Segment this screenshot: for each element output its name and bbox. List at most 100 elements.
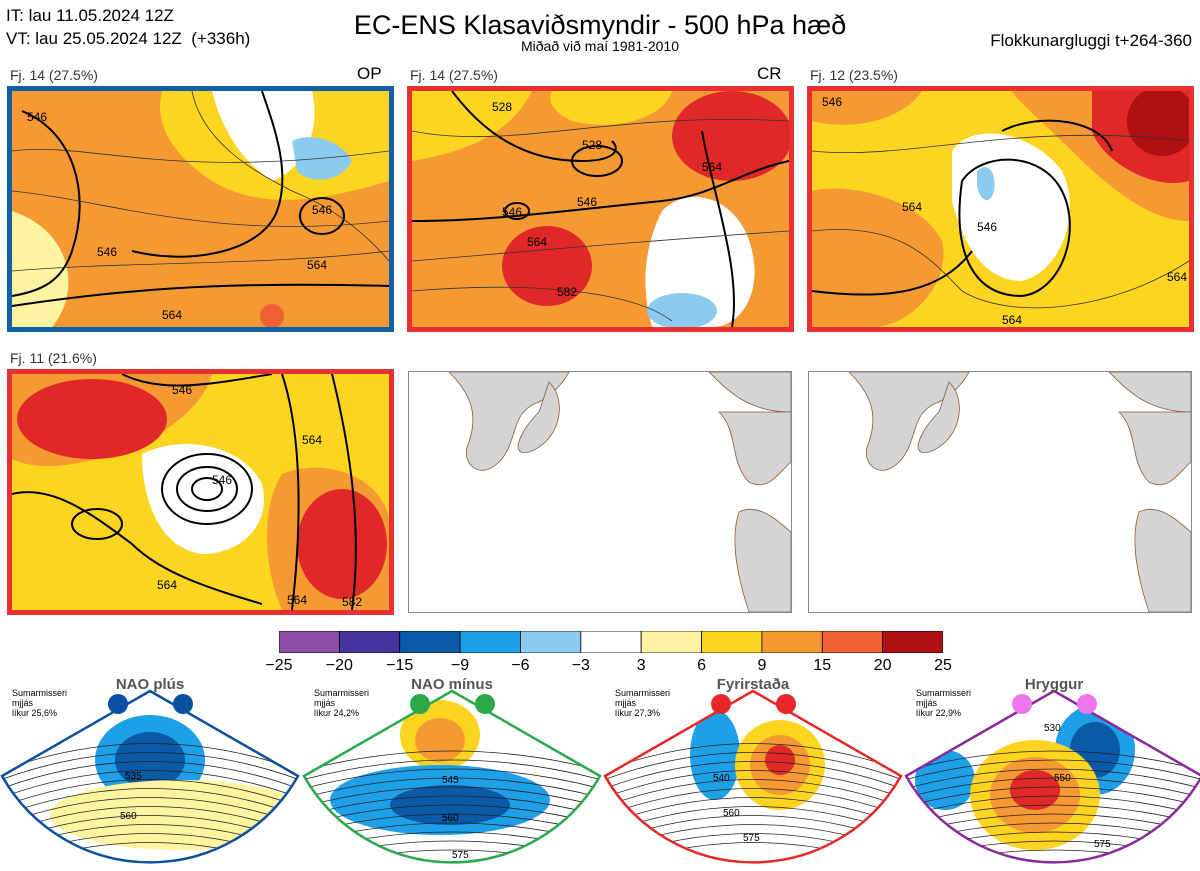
height-contour	[906, 804, 1200, 826]
cluster-map-2: 528 528 546 546 564 582 564	[407, 86, 794, 332]
colorbar-cell	[520, 631, 582, 653]
colorbar	[279, 631, 943, 653]
colorbar-cell	[338, 631, 401, 653]
contour-label: 546	[27, 110, 47, 124]
height-contour	[304, 750, 600, 772]
contour-label: 528	[492, 100, 512, 114]
colorbar-cell	[821, 631, 884, 653]
height-contour	[304, 795, 600, 817]
colorbar-tick-label: 25	[934, 657, 952, 674]
height-contour	[2, 743, 298, 772]
regime-frame	[0, 689, 300, 864]
contour-label: 564	[527, 235, 547, 249]
height-contour	[2, 788, 298, 817]
height-contour	[2, 752, 298, 781]
contour-label: 550	[1054, 773, 1071, 784]
anomaly-area	[50, 780, 298, 850]
contour-label: 546	[212, 473, 232, 487]
colorbar-cell	[580, 631, 642, 653]
contour-label: 546	[312, 203, 332, 217]
regime-title: NAO mínus	[411, 676, 493, 693]
regime-frame	[302, 689, 602, 864]
cluster-2-label: Fj. 14 (27.5%)	[410, 67, 498, 83]
height-contour	[906, 759, 1200, 781]
contour-label: 546	[822, 95, 842, 109]
height-contour	[906, 768, 1200, 790]
empty-map-5	[408, 371, 792, 613]
contour-label: 560	[120, 811, 137, 822]
header-info: IT: lau 11.05.2024 12Z VT: lau 25.05.202…	[6, 4, 250, 50]
page-title: EC-ENS Klasaviðsmyndir - 500 hPa hæð	[353, 10, 847, 40]
contour-label: 582	[557, 285, 577, 299]
contour-label: 582	[342, 595, 362, 609]
height-contour	[2, 770, 298, 799]
regime-title: Hryggur	[1024, 676, 1084, 693]
contour-label: 564	[157, 578, 177, 592]
contour-label: 564	[302, 433, 322, 447]
regime-dot	[711, 694, 731, 714]
cluster-map-4: 546 546 564 564 564 582	[7, 369, 394, 615]
contour-label: 560	[442, 813, 459, 824]
regime-dot	[173, 694, 193, 714]
regime-dot	[1077, 694, 1097, 714]
regime-title: Fyrirstaða	[716, 676, 790, 693]
cluster-1-tag: OP	[357, 64, 382, 83]
contour-label: 564	[287, 593, 307, 607]
colorbar-tick-label: −15	[386, 657, 414, 674]
cluster-2-tag: CR	[757, 64, 782, 83]
height-contour	[2, 761, 298, 790]
contour-label: 530	[1044, 723, 1061, 734]
contour-label: 546	[502, 205, 522, 219]
height-contour	[605, 761, 901, 790]
height-contour	[304, 786, 600, 808]
contour-label: 575	[743, 833, 760, 844]
anomaly-area	[765, 745, 795, 775]
cluster-map-1: 546 546 546 564 564 582	[7, 86, 394, 332]
colorbar-tick-label: 3	[636, 657, 646, 674]
regime-title: NAO plús	[115, 676, 185, 693]
cluster-3-label: Fj. 12 (23.5%)	[810, 67, 898, 83]
regime-note: Sumarmisseri mjjás líkur 25,6%	[12, 688, 68, 718]
colorbar-cell	[279, 631, 340, 653]
colorbar-cell	[399, 631, 461, 653]
regime-frame	[904, 689, 1200, 864]
height-contour	[304, 777, 600, 799]
colorbar-tick-label: −25	[265, 657, 293, 674]
contour-label: 540	[713, 773, 730, 784]
contour-label: 546	[172, 383, 192, 397]
empty-map-6	[808, 371, 1192, 613]
contour-label: 564	[1167, 270, 1187, 284]
contour-label: 564	[162, 308, 182, 322]
regime-note: Sumarmisseri mjjás líkur 24,2%	[314, 688, 370, 718]
height-contour	[304, 759, 600, 781]
height-contour	[605, 770, 901, 799]
colorbar-cell	[640, 631, 702, 653]
anomaly-area	[1010, 770, 1060, 810]
colorbar-tick-label: 9	[757, 657, 767, 674]
contour-label: 528	[582, 138, 602, 152]
colorbar-cell	[459, 631, 521, 653]
height-contour	[605, 788, 901, 817]
regime-dot	[410, 694, 430, 714]
initial-time: IT: lau 11.05.2024 12Z	[6, 6, 174, 25]
contour-label: 564	[307, 258, 327, 272]
height-contour	[605, 797, 901, 826]
height-contour	[605, 752, 901, 781]
regime-note: Sumarmisseri mjjás líkur 22,9%	[916, 688, 972, 718]
cluster-4-label: Fj. 11 (21.6%)	[10, 350, 97, 366]
regime-map-2: 545 560 575	[302, 689, 602, 864]
colorbar-tick-label: 20	[873, 657, 892, 674]
regime-map-3: 540 560 575	[603, 689, 903, 864]
regime-dot	[108, 694, 128, 714]
cluster-map-3: 546 546 564 564 564	[807, 86, 1194, 332]
contour-label: 535	[125, 771, 142, 782]
contour-label: 564	[702, 160, 722, 174]
regime-dot	[776, 694, 796, 714]
cluster-window: Flokkunargluggi t+264-360	[990, 31, 1192, 50]
height-contour	[906, 786, 1200, 808]
contour-label: 564	[1002, 313, 1022, 327]
anomaly-area	[415, 718, 465, 762]
contour-label: 564	[902, 200, 922, 214]
height-contour	[906, 750, 1200, 772]
contour-label: 545	[442, 775, 459, 786]
